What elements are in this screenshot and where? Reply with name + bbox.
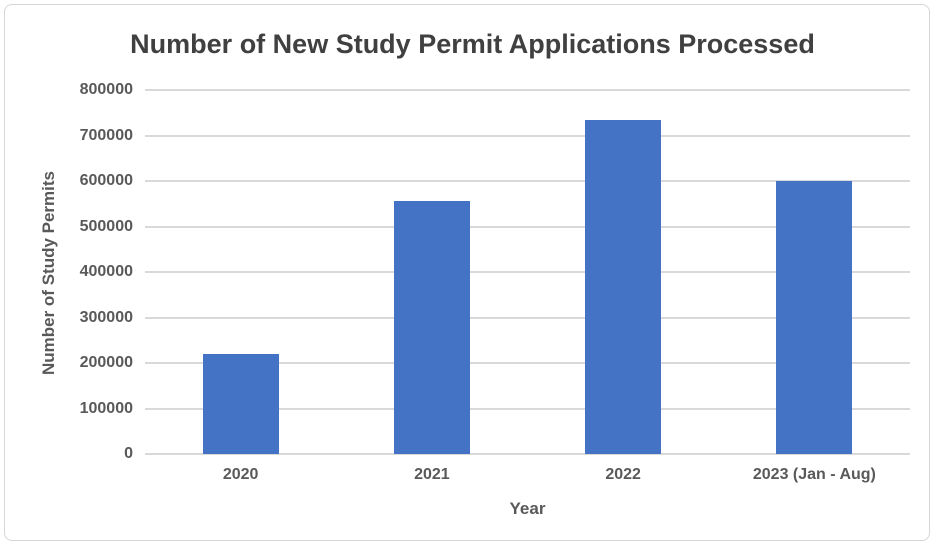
gridline: [145, 362, 910, 364]
y-tick-label: 100000: [79, 399, 133, 417]
y-tick-label: 800000: [79, 81, 133, 98]
gridline: [145, 316, 910, 319]
y-tick-label: 300000: [79, 308, 133, 326]
bar-2021: [393, 201, 470, 454]
x-tick-label: 2023 (Jan - Aug): [752, 466, 876, 483]
gridline: [145, 225, 910, 228]
chart-frame: Number of New Study Permit Applications …: [4, 4, 930, 541]
x-tick-label: 2021: [414, 466, 450, 483]
y-tick-label: 200000: [79, 354, 133, 371]
x-axis-line: [145, 453, 910, 455]
x-tick-label: 2020: [222, 466, 259, 483]
chart-title: Number of New Study Permit Applications …: [130, 29, 815, 59]
gridline: [145, 407, 910, 410]
y-tick-label: 500000: [79, 217, 133, 235]
x-axis-title: Year: [509, 499, 546, 518]
x-tick-label: 2022: [605, 466, 641, 483]
y-tick-label: 0: [124, 445, 133, 462]
gridline: [145, 134, 910, 137]
y-tick-label: 600000: [79, 172, 133, 189]
plot-area: [145, 89, 910, 455]
bar-2020: [202, 353, 279, 454]
bar-2022: [585, 119, 662, 454]
gridline: [145, 180, 910, 182]
gridline: [145, 271, 910, 273]
y-tick-label: 700000: [79, 126, 133, 144]
bar-2023 (Jan - Aug): [776, 181, 853, 454]
gridline: [145, 89, 910, 91]
y-tick-label: 400000: [79, 263, 133, 280]
